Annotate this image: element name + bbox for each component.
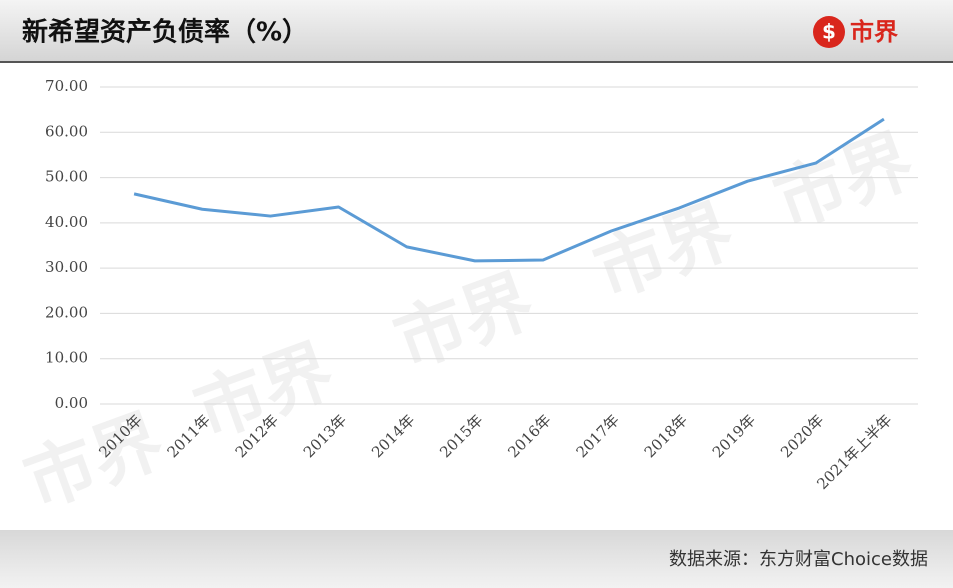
x-tick-label: 2020年	[777, 411, 827, 461]
logo-icon	[813, 16, 845, 48]
y-tick-label: 0.00	[55, 394, 88, 412]
x-tick-label: 2019年	[709, 411, 759, 461]
chart-title: 新希望资产负债率（%）	[22, 17, 308, 48]
data-line	[133, 117, 885, 263]
footer-band	[0, 530, 953, 588]
x-tick-label: 2015年	[436, 411, 486, 461]
y-tick-label: 40.00	[45, 213, 88, 231]
watermark: 市界	[384, 259, 544, 384]
watermark: 市界	[584, 189, 744, 314]
watermarks: 市界 市界 市界 市界 市界	[14, 119, 924, 524]
logo-text: 市界	[850, 18, 898, 46]
source-note: 数据来源：东方财富Choice数据	[669, 549, 928, 570]
y-tick-label: 60.00	[45, 122, 88, 140]
header-band	[0, 0, 953, 62]
x-tick-label: 2014年	[368, 411, 418, 461]
x-tick-label: 2018年	[641, 411, 691, 461]
y-tick-label: 30.00	[45, 258, 88, 276]
y-tick-label: 50.00	[45, 168, 88, 186]
y-tick-label: 20.00	[45, 303, 88, 321]
watermark: 市界	[764, 119, 924, 244]
y-tick-label: 10.00	[45, 349, 88, 367]
watermark: 市界	[14, 399, 174, 524]
logo-glyph: $	[822, 20, 836, 44]
x-tick-label: 2017年	[573, 411, 623, 461]
y-tick-label: 70.00	[45, 77, 88, 95]
x-tick-label: 2016年	[504, 411, 554, 461]
